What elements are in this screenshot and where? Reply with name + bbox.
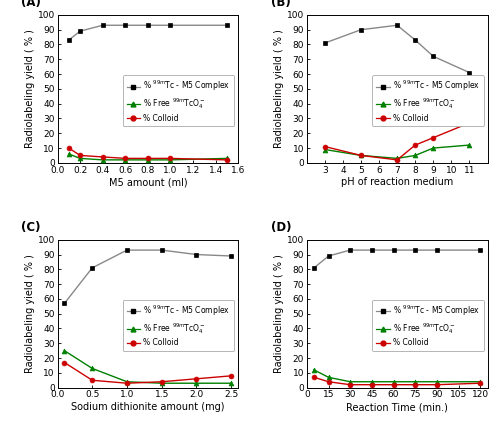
Text: (B): (B) [270,0,290,9]
Text: (D): (D) [270,221,291,234]
Text: (C): (C) [22,221,41,234]
Y-axis label: Radiolabeling yield ( % ): Radiolabeling yield ( % ) [24,254,34,373]
Y-axis label: Radiolabeling yield ( % ): Radiolabeling yield ( % ) [274,29,284,148]
Legend: % $^{99m}$Tc - M5 Complex, % Free $^{99m}$TcO$_4^-$, % Colloid: % $^{99m}$Tc - M5 Complex, % Free $^{99m… [372,75,484,127]
Legend: % $^{99m}$Tc - M5 Complex, % Free $^{99m}$TcO$_4^-$, % Colloid: % $^{99m}$Tc - M5 Complex, % Free $^{99m… [372,300,484,351]
X-axis label: pH of reaction medium: pH of reaction medium [341,177,454,187]
Legend: % $^{99m}$Tc - M5 Complex, % Free $^{99m}$TcO$_4^-$, % Colloid: % $^{99m}$Tc - M5 Complex, % Free $^{99m… [122,75,234,127]
X-axis label: Reaction Time (min.): Reaction Time (min.) [346,402,448,412]
Text: (A): (A) [22,0,41,9]
X-axis label: Sodium dithionite amount (mg): Sodium dithionite amount (mg) [71,402,225,412]
Legend: % $^{99m}$Tc - M5 Complex, % Free $^{99m}$TcO$_4^-$, % Colloid: % $^{99m}$Tc - M5 Complex, % Free $^{99m… [122,300,234,351]
Y-axis label: Radiolabeling yield ( % ): Radiolabeling yield ( % ) [274,254,284,373]
X-axis label: M5 amount (ml): M5 amount (ml) [108,177,187,187]
Y-axis label: Radiolabeling yield ( % ): Radiolabeling yield ( % ) [24,29,34,148]
